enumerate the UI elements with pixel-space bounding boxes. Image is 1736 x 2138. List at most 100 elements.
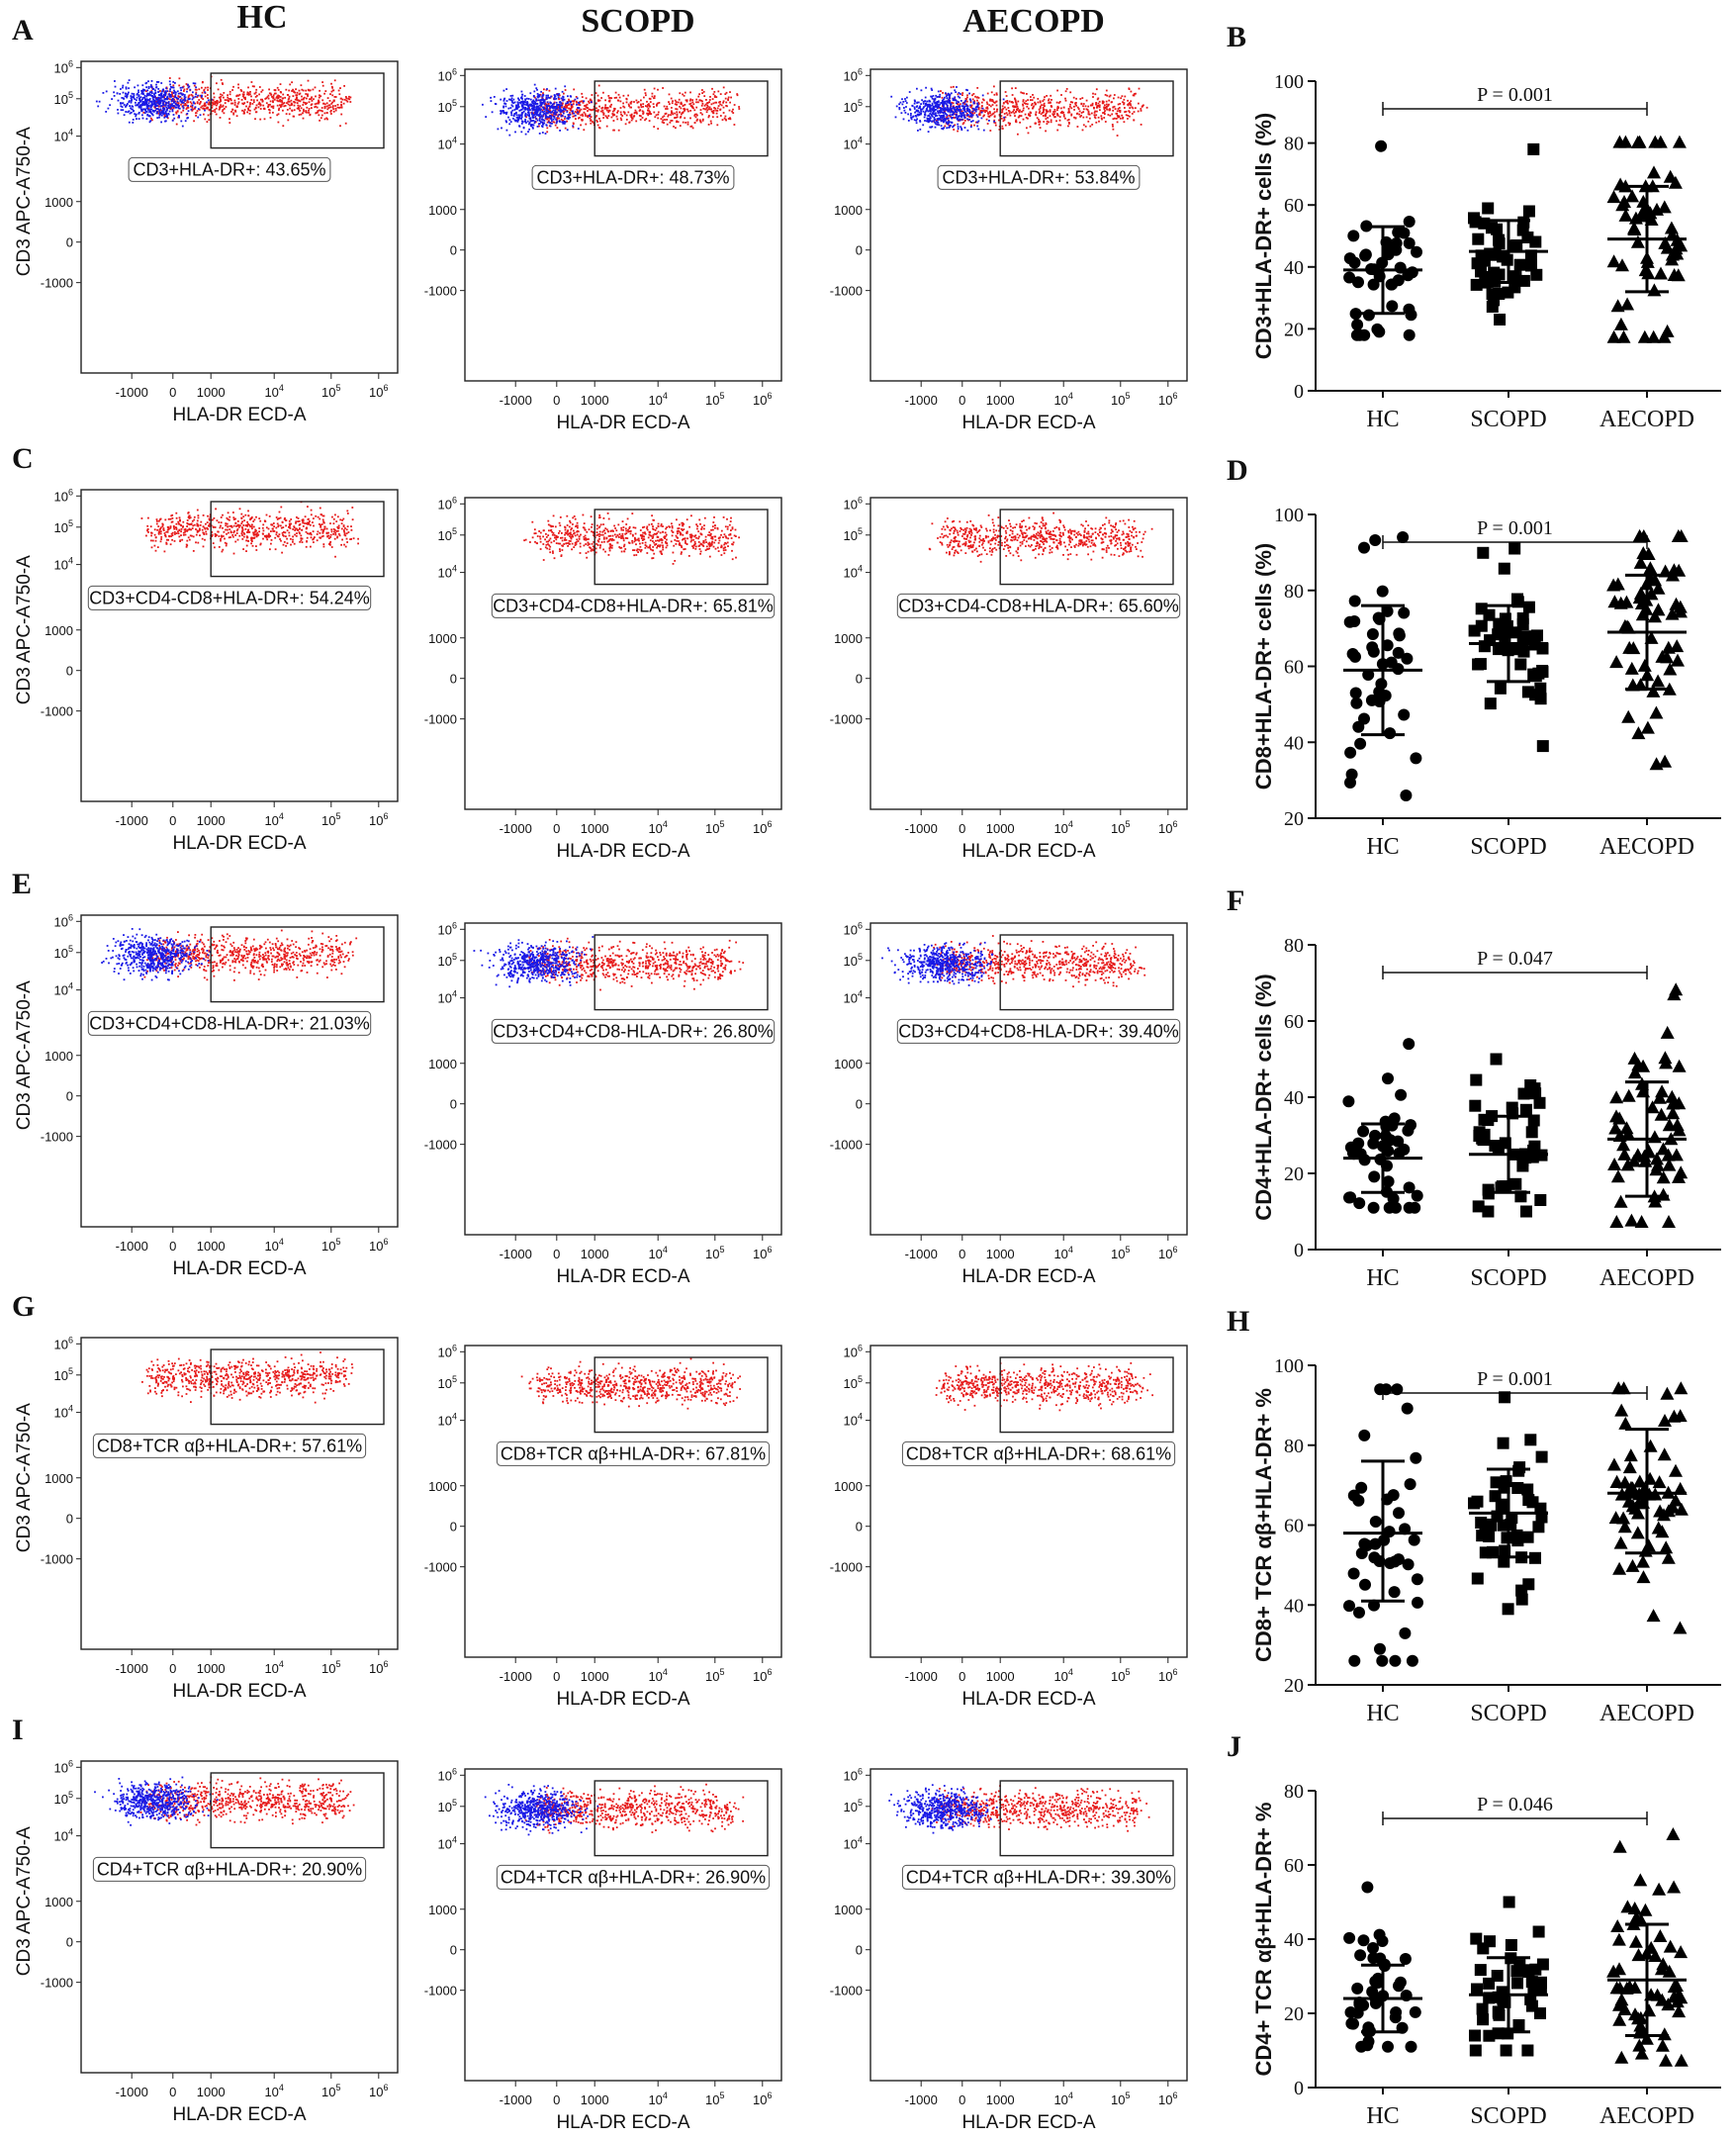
event-dot-blue xyxy=(161,110,164,112)
event-dot-red xyxy=(609,545,611,548)
event-dot-blue xyxy=(973,108,976,111)
event-dot-red xyxy=(299,109,301,112)
event-dot-red xyxy=(607,100,610,103)
event-dot-blue xyxy=(931,96,933,98)
event-dot-blue xyxy=(147,80,149,83)
event-dot-red xyxy=(256,94,258,97)
event-dot-blue xyxy=(165,101,167,104)
event-dot-red xyxy=(306,102,309,105)
event-dot-blue xyxy=(951,117,954,120)
event-dot-blue xyxy=(933,107,935,110)
event-dot-red xyxy=(657,113,660,116)
event-dot-red xyxy=(985,118,988,121)
flow-y-tick-label: -1000 xyxy=(41,276,73,291)
event-dot-red xyxy=(618,96,621,99)
event-dot-blue xyxy=(527,98,530,100)
event-dot-blue xyxy=(97,105,100,108)
event-dot-blue xyxy=(182,99,184,102)
event-dot-red xyxy=(319,119,320,122)
event-dot-blue xyxy=(934,126,937,129)
event-dot-red xyxy=(1027,132,1030,135)
event-dot-red xyxy=(547,103,550,105)
event-dot-red xyxy=(182,525,184,527)
event-dot-blue xyxy=(574,98,577,101)
event-dot-red xyxy=(308,521,311,524)
event-dot-red xyxy=(242,96,245,99)
event-dot-red xyxy=(288,97,290,100)
event-dot-blue xyxy=(139,108,142,111)
event-dot-red xyxy=(346,100,349,103)
event-dot-red xyxy=(935,119,938,122)
event-dot-red xyxy=(635,543,637,546)
event-dot-blue xyxy=(973,109,976,112)
event-dot-blue xyxy=(948,95,951,97)
event-dot-red xyxy=(575,100,578,103)
event-dot-red xyxy=(621,536,624,538)
event-dot-red xyxy=(217,102,219,105)
event-dot-blue xyxy=(490,100,493,102)
event-dot-blue xyxy=(163,98,166,101)
event-dot-blue xyxy=(908,91,911,93)
event-dot-blue xyxy=(536,93,539,95)
event-dot-red xyxy=(202,514,205,516)
event-dot-red xyxy=(706,106,709,108)
event-dot-red xyxy=(281,101,284,104)
event-dot-red xyxy=(612,129,614,132)
event-dot-blue xyxy=(133,94,136,97)
event-dot-red xyxy=(334,533,337,536)
event-dot-red xyxy=(232,552,235,555)
event-dot-blue xyxy=(922,101,925,103)
event-dot-red xyxy=(1103,117,1106,119)
event-dot-blue xyxy=(521,100,524,103)
event-dot-red xyxy=(173,98,176,101)
event-dot-red xyxy=(228,93,231,96)
event-dot-blue xyxy=(904,112,907,114)
event-dot-red xyxy=(302,519,305,522)
event-dot-red xyxy=(231,109,234,111)
event-dot-red xyxy=(235,525,237,527)
event-dot-red xyxy=(538,125,540,128)
event-dot-blue xyxy=(558,101,561,104)
event-dot-red xyxy=(321,110,323,113)
flow-y-tick-label: 1000 xyxy=(45,195,73,210)
event-dot-red xyxy=(1058,116,1061,118)
event-dot-red xyxy=(237,94,239,97)
event-dot-red xyxy=(598,530,601,533)
event-dot-blue xyxy=(113,95,116,97)
event-dot-red xyxy=(151,539,154,542)
event-dot-red xyxy=(211,534,213,536)
event-dot-blue xyxy=(536,103,539,105)
event-dot-blue xyxy=(141,108,143,111)
event-dot-red xyxy=(298,108,300,110)
event-dot-red xyxy=(551,533,554,536)
event-dot-blue xyxy=(140,104,143,107)
event-dot-red xyxy=(197,516,200,519)
event-dot-red xyxy=(303,96,306,99)
event-dot-red xyxy=(258,530,260,533)
event-dot-red xyxy=(215,107,218,110)
event-dot-blue xyxy=(147,87,150,89)
event-dot-red xyxy=(942,92,944,94)
event-dot-blue xyxy=(516,101,519,104)
event-dot-red xyxy=(225,524,228,527)
event-dot-blue xyxy=(119,93,122,95)
event-dot-red xyxy=(732,112,735,114)
event-dot-blue xyxy=(528,123,530,126)
event-dot-red xyxy=(539,93,542,96)
event-dot-red xyxy=(315,112,318,115)
event-dot-red xyxy=(704,549,707,551)
event-dot-red xyxy=(620,119,623,122)
event-dot-blue xyxy=(515,116,518,119)
event-dot-red xyxy=(246,524,248,527)
event-dot-blue xyxy=(530,105,533,107)
event-dot-blue xyxy=(142,108,144,111)
event-dot-red xyxy=(186,522,189,524)
event-dot-red xyxy=(328,104,331,107)
event-dot-red xyxy=(321,518,324,521)
event-dot-red xyxy=(1070,114,1073,117)
event-dot-blue xyxy=(157,94,160,96)
event-dot-red xyxy=(1114,108,1117,110)
event-dot-blue xyxy=(141,104,144,107)
event-dot-red xyxy=(965,112,968,115)
event-dot-blue xyxy=(890,95,893,98)
